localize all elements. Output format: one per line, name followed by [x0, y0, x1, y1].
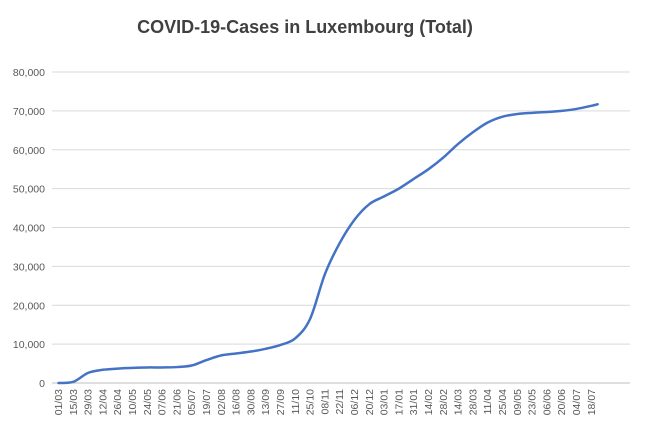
data-point [205, 359, 208, 361]
series-line-0 [57, 103, 599, 385]
data-point [176, 366, 178, 368]
x-tick-label: 21/06 [171, 389, 183, 415]
y-tick-label: 80,000 [13, 67, 45, 79]
data-point [161, 366, 163, 369]
data-point [501, 116, 504, 118]
data-point [72, 381, 74, 383]
data-point [575, 108, 578, 110]
data-point [472, 131, 474, 133]
x-tick-label: 02/08 [216, 389, 228, 415]
data-point [87, 372, 89, 374]
x-tick-label: 01/03 [53, 389, 65, 415]
data-point [457, 143, 459, 145]
data-point [309, 318, 311, 320]
data-point [339, 242, 341, 244]
data-point [250, 350, 252, 353]
data-point [531, 112, 533, 114]
x-tick-label: 11/04 [482, 389, 494, 415]
x-tick-label: 03/01 [379, 389, 391, 415]
x-tick-label: 11/10 [290, 389, 302, 415]
x-tick-label: 25/10 [305, 389, 317, 415]
data-point [131, 367, 134, 369]
x-tick-label: 24/05 [142, 389, 154, 415]
data-point [442, 156, 444, 159]
data-point [413, 178, 415, 180]
data-point [265, 348, 267, 350]
x-tick-label: 05/07 [186, 389, 198, 415]
data-point [597, 103, 599, 105]
data-point [353, 219, 356, 221]
x-tick-label: 28/03 [467, 389, 479, 415]
x-tick-label: 06/06 [541, 389, 553, 415]
x-tick-label: 14/03 [453, 389, 465, 415]
y-tick-label: 70,000 [13, 106, 45, 118]
x-axis-tick-labels: 01/03 15/03 29/03 12/04 26/04 10/05 24/05 07/06… [53, 389, 598, 415]
x-tick-label: 28/02 [438, 389, 450, 415]
data-point [57, 382, 60, 384]
x-tick-label: 16/08 [231, 389, 243, 415]
x-tick-label: 10/05 [127, 389, 139, 415]
y-axis-tick-labels: 0 10,000 20,000 30,000 40,000 50,000 60,000 70,… [13, 67, 45, 390]
x-tick-label: 20/06 [556, 389, 568, 415]
data-point [220, 354, 222, 356]
x-tick-label: 31/01 [408, 389, 420, 415]
y-tick-label: 30,000 [13, 261, 45, 273]
data-point [294, 337, 296, 339]
x-tick-label: 19/07 [201, 389, 213, 415]
data-point [324, 273, 326, 275]
data-point [235, 352, 237, 355]
data-point [398, 188, 400, 190]
x-tick-label: 20/12 [364, 389, 376, 415]
y-tick-label: 10,000 [13, 339, 45, 351]
x-tick-label: 14/02 [423, 389, 435, 415]
y-tick-label: 60,000 [13, 145, 45, 157]
y-tick-label: 0 [39, 378, 45, 390]
x-tick-label: 13/09 [260, 389, 272, 415]
x-tick-label: 08/11 [319, 389, 331, 415]
x-tick-label: 06/12 [349, 389, 361, 415]
x-tick-label: 27/09 [275, 389, 287, 415]
data-point [487, 121, 489, 124]
x-tick-label: 09/05 [512, 389, 524, 415]
x-tick-label: 17/01 [393, 389, 405, 415]
data-point [191, 364, 193, 367]
chart-title: COVID-19-Cases in Luxembourg (Total) [137, 17, 473, 37]
x-tick-label: 12/04 [97, 389, 109, 415]
x-tick-label: 04/07 [571, 389, 583, 415]
x-tick-label: 29/03 [83, 389, 95, 415]
x-tick-label: 25/04 [497, 389, 509, 415]
x-tick-label: 07/06 [157, 389, 169, 415]
data-point [117, 368, 119, 370]
gridlines [52, 71, 630, 345]
data-point [561, 110, 563, 112]
x-tick-label: 22/11 [334, 389, 346, 415]
data-point [102, 369, 104, 371]
x-tick-label: 30/08 [245, 389, 257, 415]
x-tick-label: 23/05 [527, 389, 539, 415]
series-layer [57, 103, 599, 385]
data-point [279, 344, 282, 346]
data-point [427, 168, 430, 170]
x-tick-label: 15/03 [68, 389, 80, 415]
data-point [383, 195, 385, 197]
data-point [546, 111, 548, 113]
y-tick-label: 40,000 [13, 223, 45, 235]
x-tick-label: 26/04 [112, 389, 124, 415]
y-tick-label: 50,000 [13, 184, 45, 196]
y-tick-label: 20,000 [13, 300, 45, 312]
data-point [516, 113, 518, 115]
x-tick-label: 18/07 [586, 389, 598, 415]
data-point [368, 203, 370, 205]
data-point [590, 105, 592, 107]
data-point [146, 366, 148, 369]
